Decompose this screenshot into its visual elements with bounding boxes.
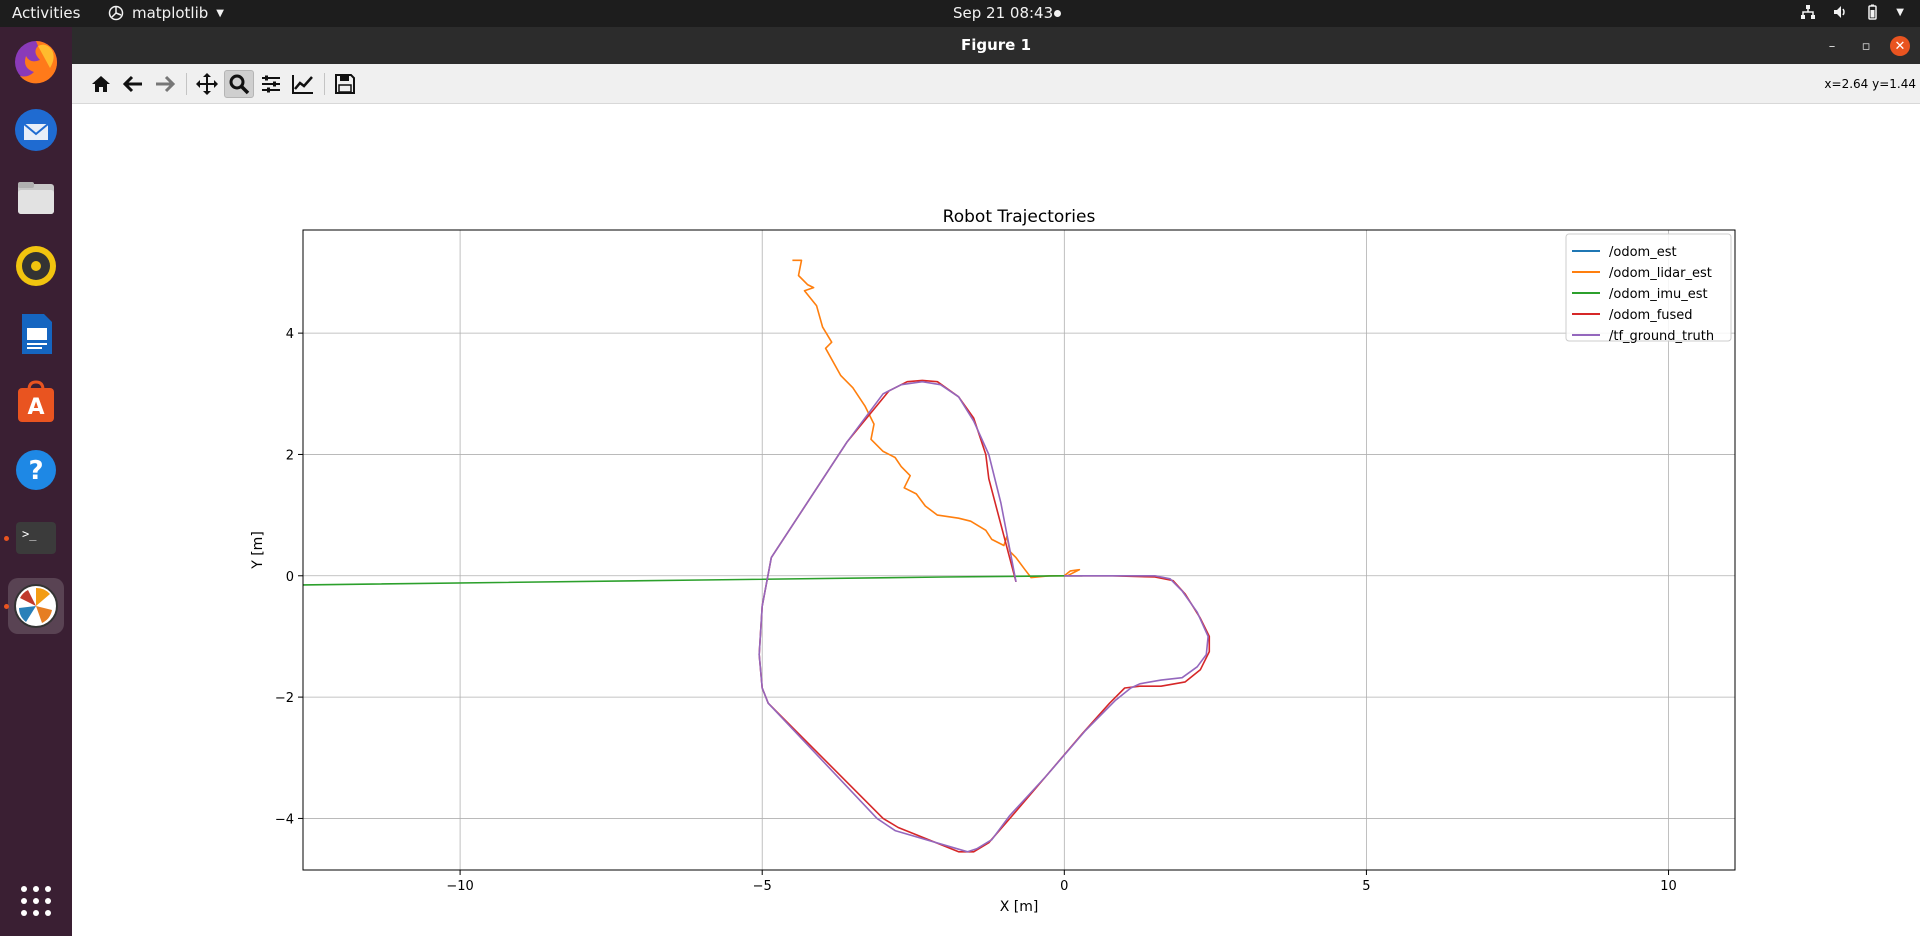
toolbar-separator bbox=[186, 73, 187, 95]
app-grid-icon[interactable] bbox=[8, 873, 64, 929]
toolbar-separator bbox=[324, 73, 325, 95]
clock[interactable]: Sep 21 08:43 bbox=[953, 4, 1054, 22]
y-tick-label: 0 bbox=[286, 570, 294, 585]
matplotlib-icon[interactable] bbox=[8, 578, 64, 634]
trajectory-plot[interactable]: −10 −5 0 5 10 −4 −2 0 2 4 Robot Trajectories X [m… bbox=[72, 105, 1920, 936]
system-top-bar: Activities matplotlib ▼ Sep 21 08:43 ▼ bbox=[0, 0, 1920, 27]
help-icon[interactable]: ? bbox=[8, 442, 64, 498]
legend-label: /odom_imu_est bbox=[1609, 287, 1708, 302]
y-axis-label: Y [m] bbox=[250, 531, 266, 570]
volume-icon bbox=[1834, 6, 1846, 18]
y-tick-label: 4 bbox=[286, 327, 294, 342]
y-tick-label: −2 bbox=[275, 691, 294, 706]
thunderbird-icon[interactable] bbox=[8, 102, 64, 158]
edit-axes-icon[interactable] bbox=[288, 70, 318, 98]
activities-button[interactable]: Activities bbox=[12, 4, 81, 22]
x-tick-label: 0 bbox=[1060, 879, 1068, 894]
window-title: Figure 1 bbox=[960, 36, 1032, 54]
series-layer bbox=[303, 259, 1211, 853]
x-tick-label: 5 bbox=[1362, 879, 1370, 894]
system-tray[interactable]: ▼ bbox=[1800, 4, 1904, 22]
cursor-coordinates: x=2.64 y=1.44 bbox=[1824, 77, 1916, 91]
matplotlib-app-icon bbox=[108, 5, 124, 21]
chart-title: Robot Trajectories bbox=[943, 207, 1096, 227]
writer-icon[interactable] bbox=[8, 306, 64, 362]
pan-icon[interactable] bbox=[192, 70, 222, 98]
minimize-button[interactable]: – bbox=[1828, 38, 1836, 54]
firefox-icon[interactable] bbox=[8, 34, 64, 90]
software-icon[interactable]: A bbox=[8, 374, 64, 430]
x-tick-label: −10 bbox=[446, 879, 473, 894]
zoom-icon[interactable] bbox=[224, 70, 254, 98]
files-icon[interactable] bbox=[8, 170, 64, 226]
svg-text:?: ? bbox=[28, 456, 43, 486]
navigation-toolbar: x=2.64 y=1.44 bbox=[72, 64, 1920, 104]
svg-text:A: A bbox=[27, 395, 44, 420]
app-menu-label: matplotlib bbox=[132, 4, 209, 22]
x-axis-label: X [m] bbox=[1000, 899, 1039, 915]
running-indicator bbox=[4, 536, 9, 541]
x-tick-label: 10 bbox=[1660, 879, 1677, 894]
battery-icon bbox=[1868, 4, 1878, 20]
back-icon[interactable] bbox=[118, 70, 148, 98]
terminal-icon[interactable]: >_ bbox=[8, 510, 64, 566]
series-line-odom-lidar-est bbox=[792, 259, 1081, 579]
chevron-down-icon: ▼ bbox=[216, 7, 224, 19]
running-indicator bbox=[4, 604, 9, 609]
home-icon[interactable] bbox=[86, 70, 116, 98]
figure-window: Figure 1 – ▫ ✕ x=2.64 y=1.44 bbox=[72, 27, 1920, 936]
configure-subplots-icon[interactable] bbox=[256, 70, 286, 98]
axis-ticks: −10 −5 0 5 10 −4 −2 0 2 4 bbox=[275, 327, 1677, 894]
window-titlebar[interactable]: Figure 1 – ▫ ✕ bbox=[72, 27, 1920, 64]
legend-label: /odom_fused bbox=[1609, 308, 1693, 323]
x-tick-label: −5 bbox=[753, 879, 772, 894]
figure-canvas[interactable]: −10 −5 0 5 10 −4 −2 0 2 4 Robot Trajectories X [m… bbox=[72, 105, 1920, 936]
legend-label: /odom_est bbox=[1609, 245, 1677, 260]
chevron-down-icon: ▼ bbox=[1896, 7, 1904, 18]
notification-dot-icon bbox=[1054, 10, 1061, 17]
legend-box bbox=[1565, 233, 1732, 342]
close-button[interactable]: ✕ bbox=[1890, 36, 1910, 56]
grid-lines bbox=[303, 230, 1735, 870]
legend-label: /odom_lidar_est bbox=[1609, 266, 1712, 281]
legend-label: /tf_ground_truth bbox=[1609, 329, 1714, 344]
legend: /odom_est/odom_lidar_est/odom_imu_est/od… bbox=[1565, 233, 1732, 344]
network-icon bbox=[1801, 5, 1816, 19]
svg-text:>_: >_ bbox=[22, 527, 37, 541]
y-tick-label: −4 bbox=[275, 812, 294, 827]
series-line-odom-fused bbox=[758, 379, 1211, 853]
y-tick-label: 2 bbox=[286, 448, 294, 463]
series-line-tf-ground-truth bbox=[758, 380, 1209, 853]
maximize-button[interactable]: ▫ bbox=[1861, 38, 1871, 54]
dock: A ? >_ bbox=[0, 27, 72, 936]
rhythmbox-icon[interactable] bbox=[8, 238, 64, 294]
save-icon[interactable] bbox=[330, 70, 360, 98]
app-menu[interactable]: matplotlib ▼ bbox=[108, 4, 224, 22]
forward-icon[interactable] bbox=[150, 70, 180, 98]
